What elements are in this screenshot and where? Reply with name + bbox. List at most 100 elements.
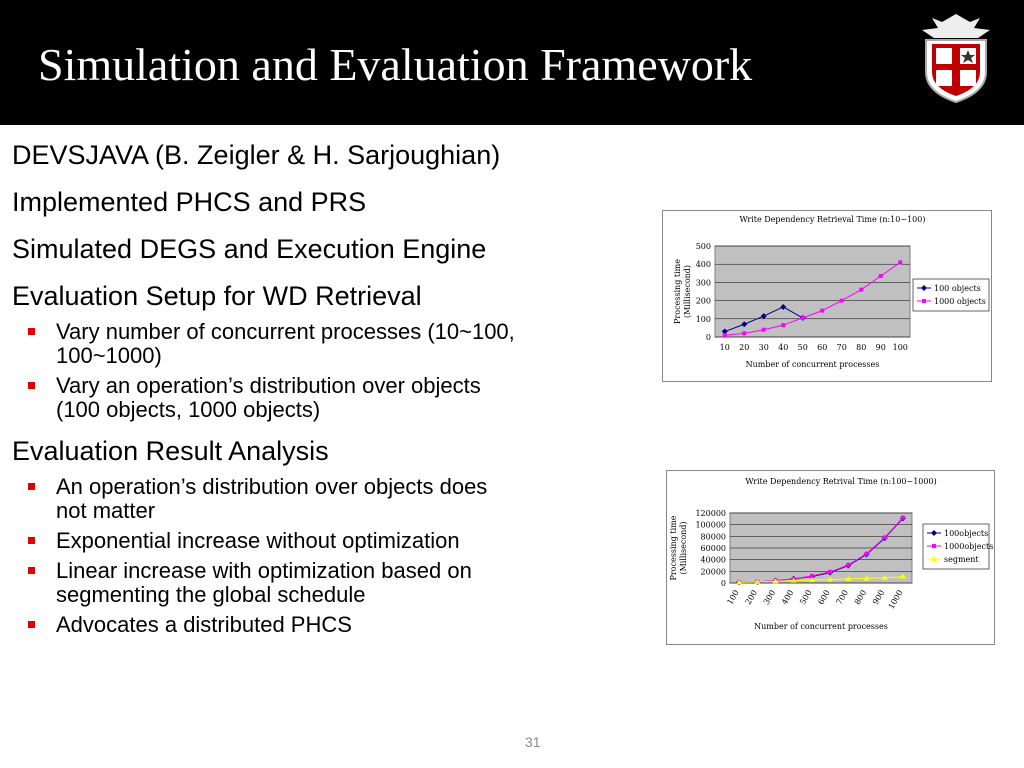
bullet-line: Advocates a distributed PHCS — [56, 612, 352, 637]
legend-marker — [931, 530, 937, 536]
bullet-line: 100~1000) — [56, 343, 162, 368]
x-tick-label: 90 — [876, 343, 886, 352]
bullet: DEVSJAVA (B. Zeigler & H. Sarjoughian) — [12, 140, 501, 170]
data-point — [859, 287, 864, 292]
chart-title: Write Dependency Retrival Time (n:100~10… — [745, 477, 936, 486]
y-tick-label: 300 — [696, 278, 711, 287]
series-line — [724, 261, 901, 336]
bullet-line: segmenting the global schedule — [56, 582, 366, 607]
x-axis-label: Number of concurrent processes — [754, 622, 888, 631]
y-tick-label: 100 — [696, 315, 711, 324]
data-point — [772, 578, 779, 584]
data-point — [864, 551, 869, 556]
data-point — [761, 327, 766, 332]
data-point — [809, 574, 814, 578]
x-tick-label: 10 — [720, 343, 730, 352]
data-point — [839, 298, 844, 303]
legend-label: 1000objects — [944, 542, 993, 551]
chart: Write Dependency Retrival Time (n:100~10… — [666, 470, 995, 645]
y-tick-label: 60000 — [701, 544, 726, 553]
data-point — [722, 333, 727, 338]
bullet: Evaluation Result Analysis — [12, 436, 329, 466]
bullet: Linear increase with optimization based … — [12, 559, 662, 607]
slide-title: Simulation and Evaluation Framework — [38, 39, 753, 90]
y-tick-label: 0 — [721, 579, 726, 588]
data-point — [899, 573, 906, 579]
bullet: An operation’s distribution over objects… — [12, 475, 662, 523]
bullet-list: DEVSJAVA (B. Zeigler & H. Sarjoughian) Im… — [12, 138, 662, 649]
bullet-line: An operation’s distribution over objects… — [56, 474, 488, 499]
bullet: Advocates a distributed PHCS — [12, 613, 662, 637]
data-point — [820, 308, 825, 313]
x-tick-label: 20 — [739, 343, 749, 352]
bullet-line: Exponential increase without optimizatio… — [56, 528, 460, 553]
data-point — [845, 575, 852, 581]
legend-marker — [921, 285, 927, 291]
chart-title: Write Dependency Retrieval Time (n:10~10… — [740, 215, 926, 224]
y-tick-label: 120000 — [695, 509, 726, 518]
legend-label: 100objects — [944, 529, 988, 538]
y-tick-label: 400 — [696, 260, 711, 269]
data-point — [742, 331, 747, 336]
data-point — [900, 515, 905, 520]
legend-label: segment — [944, 555, 979, 564]
bullet: Simulated DEGS and Execution Engine — [12, 234, 487, 264]
y-axis-label: (Millisecond) — [683, 265, 692, 318]
data-point — [878, 274, 883, 279]
bullet: Exponential increase without optimizatio… — [12, 529, 662, 553]
bullet: Evaluation Setup for WD Retrieval — [12, 281, 422, 311]
x-tick-label: 60 — [817, 343, 827, 352]
series-line — [739, 576, 903, 583]
y-tick-label: 500 — [696, 242, 711, 251]
data-point — [754, 578, 761, 584]
data-point — [790, 577, 797, 583]
legend-marker — [922, 299, 926, 303]
legend-label: 100 objects — [934, 284, 981, 293]
bullet-line: not matter — [56, 498, 156, 523]
x-tick-label: 80 — [856, 343, 866, 352]
y-tick-label: 0 — [706, 333, 711, 342]
data-point — [881, 574, 888, 580]
data-point — [828, 569, 833, 574]
bullet: Vary an operation’s distribution over ob… — [12, 374, 662, 422]
data-point — [808, 577, 815, 583]
data-point — [898, 260, 903, 265]
legend-marker — [932, 544, 936, 548]
data-point — [882, 535, 887, 540]
y-axis-label: (Millisecond) — [679, 521, 688, 574]
legend-label: 1000 objects — [934, 297, 986, 306]
data-point — [800, 315, 805, 320]
legend-box — [912, 278, 990, 312]
y-tick-label: 200 — [696, 297, 711, 306]
data-point — [863, 575, 870, 581]
x-tick-label: 30 — [759, 343, 769, 352]
logo — [922, 14, 990, 104]
data-point — [846, 562, 851, 567]
data-point — [760, 313, 767, 320]
data-point — [721, 328, 728, 335]
x-tick-label: 40 — [778, 343, 788, 352]
x-axis-label: Number of concurrent processes — [746, 360, 880, 369]
plot-area — [714, 245, 911, 338]
page-number: 31 — [525, 734, 541, 750]
y-axis-label: Processing time — [669, 515, 678, 580]
legend-marker — [931, 556, 937, 561]
y-tick-label: 80000 — [701, 532, 726, 541]
x-tick-label: 100 — [893, 343, 908, 352]
data-point — [781, 323, 786, 328]
data-point — [780, 303, 787, 310]
bullet: Implemented PHCS and PRS — [12, 187, 367, 217]
bullet: Vary number of concurrent processes (10~… — [12, 320, 662, 368]
data-point — [736, 579, 743, 585]
data-point — [741, 321, 748, 328]
y-tick-label: 40000 — [701, 556, 726, 565]
bullet-line: Vary number of concurrent processes (10~… — [56, 319, 515, 344]
y-axis-label: Processing time — [673, 259, 682, 324]
header — [0, 0, 1024, 125]
bullet-line: Linear increase with optimization based … — [56, 558, 472, 583]
chart: Write Dependency Retrieval Time (n:10~10… — [662, 210, 992, 382]
x-tick-label: 50 — [798, 343, 808, 352]
y-tick-label: 20000 — [701, 567, 726, 576]
bullet-line: Vary an operation’s distribution over ob… — [56, 373, 481, 398]
